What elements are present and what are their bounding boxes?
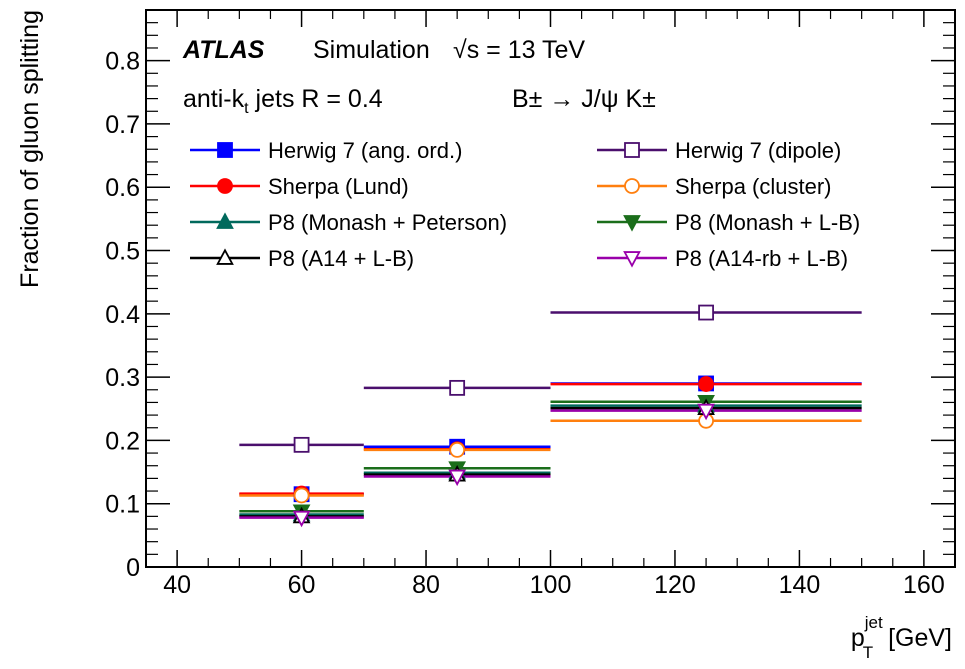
jet-label-suffix: jets R = 0.4 bbox=[249, 85, 383, 113]
legend-label: P8 (A14 + L-B) bbox=[268, 246, 414, 271]
x-tick-label: 160 bbox=[903, 571, 945, 599]
x-tick-label: 140 bbox=[779, 571, 821, 599]
legend-entry: Herwig 7 (ang. ord.) bbox=[190, 138, 462, 163]
legend-label: P8 (Monash + L-B) bbox=[675, 210, 860, 235]
jet-label-prefix: anti-k bbox=[183, 85, 245, 113]
atlas-label: ATLAS bbox=[182, 36, 265, 64]
legend-marker bbox=[216, 212, 234, 229]
legend-label: Herwig 7 (ang. ord.) bbox=[268, 138, 462, 163]
data-point bbox=[698, 304, 714, 321]
x-tick-label: 100 bbox=[530, 571, 572, 599]
header: ATLAS Simulation √s = 13 TeV anti-kt jet… bbox=[182, 36, 656, 117]
legend-label: P8 (Monash + Peterson) bbox=[268, 210, 507, 235]
legend-entry: P8 (Monash + L-B) bbox=[597, 210, 860, 235]
legend-label: Sherpa (Lund) bbox=[268, 174, 409, 199]
data-point bbox=[697, 403, 715, 421]
x-axis-title: pjet T [GeV] bbox=[851, 613, 952, 662]
legend-entry: P8 (A14-rb + L-B) bbox=[597, 246, 848, 271]
legend-marker bbox=[624, 142, 640, 158]
data-point bbox=[449, 442, 466, 458]
legend-entry: Sherpa (cluster) bbox=[597, 174, 832, 199]
legend-entry: P8 (Monash + Peterson) bbox=[190, 210, 507, 235]
energy-label: √s = 13 TeV bbox=[453, 36, 585, 64]
y-tick-label: 0.5 bbox=[105, 238, 140, 266]
legend-entry: Herwig 7 (dipole) bbox=[597, 138, 841, 163]
data-point bbox=[293, 436, 310, 453]
data-point bbox=[698, 376, 714, 392]
data-point bbox=[448, 469, 467, 487]
y-tick-label: 0 bbox=[126, 554, 140, 582]
jet-label-sub: t bbox=[244, 100, 249, 117]
legend-label: P8 (A14-rb + L-B) bbox=[675, 246, 848, 271]
x-axis-title-sub: T bbox=[863, 643, 873, 662]
x-axis-title-sup: jet bbox=[864, 613, 883, 632]
y-tick-label: 0.7 bbox=[105, 111, 140, 139]
legend-entry: Sherpa (Lund) bbox=[190, 174, 409, 199]
jet-label: anti-kt jets R = 0.4 bbox=[183, 85, 383, 117]
y-tick-label: 0.6 bbox=[105, 174, 140, 202]
legend: Herwig 7 (ang. ord.) Herwig 7 (dipole) She… bbox=[190, 138, 860, 271]
y-axis-title: Fraction of gluon splitting bbox=[16, 10, 44, 288]
legend-marker bbox=[624, 178, 640, 194]
bin-lines bbox=[239, 311, 862, 519]
legend-marker bbox=[216, 248, 234, 265]
legend-entry: P8 (A14 + L-B) bbox=[190, 246, 414, 271]
x-axis-title-unit: [GeV] bbox=[881, 624, 952, 652]
y-tick-label: 0.8 bbox=[105, 48, 140, 76]
y-tick-label: 0.3 bbox=[105, 364, 140, 392]
x-tick-label: 120 bbox=[654, 571, 696, 599]
y-tick-label: 0.1 bbox=[105, 491, 140, 519]
legend-marker bbox=[217, 142, 233, 158]
x-tick-label: 40 bbox=[163, 571, 191, 599]
x-axis: 40 60 80 100 120 140 160 bbox=[145, 10, 956, 599]
x-tick-label: 80 bbox=[412, 571, 440, 599]
y-axis: 0 0.1 0.2 0.3 0.4 0.5 0.6 0.7 0.8 bbox=[105, 9, 955, 582]
data-point bbox=[449, 379, 466, 396]
x-axis-title-main: p bbox=[851, 624, 865, 652]
legend-label: Herwig 7 (dipole) bbox=[675, 138, 841, 163]
legend-marker bbox=[623, 215, 641, 232]
data-markers bbox=[292, 304, 715, 528]
simulation-label: Simulation bbox=[313, 36, 430, 64]
legend-label: Sherpa (cluster) bbox=[675, 174, 832, 199]
decay-label: B± → J/ψ K± bbox=[512, 85, 656, 113]
legend-marker bbox=[623, 251, 641, 268]
y-tick-label: 0.2 bbox=[105, 427, 140, 455]
legend-marker bbox=[217, 178, 233, 194]
y-tick-label: 0.4 bbox=[105, 301, 140, 329]
x-tick-label: 60 bbox=[288, 571, 316, 599]
data-point bbox=[293, 487, 310, 504]
data-point bbox=[292, 510, 311, 528]
